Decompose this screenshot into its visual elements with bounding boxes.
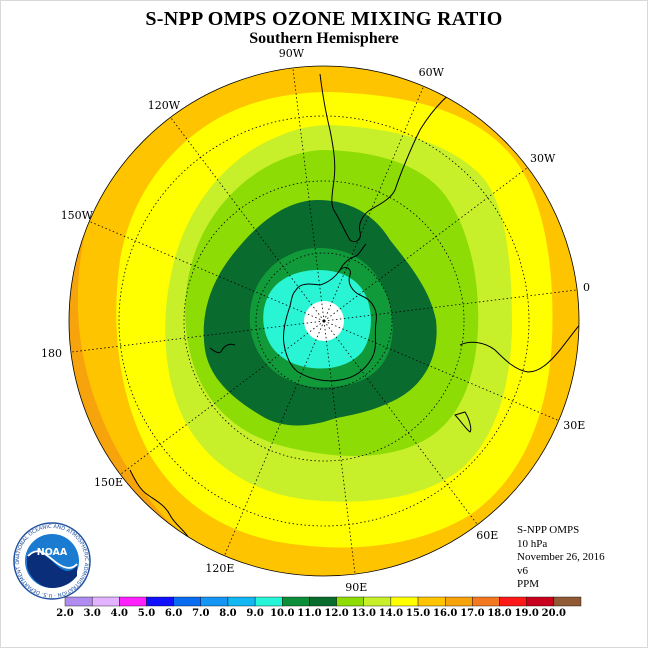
antarctica-coastline — [283, 267, 377, 382]
meridian-60e — [323, 320, 478, 525]
legend-tick-label: 3.0 — [83, 608, 100, 619]
map-subtitle: Southern Hemisphere — [249, 30, 399, 47]
meridian-90e — [323, 320, 356, 575]
longitude-label-180: 180 — [41, 346, 63, 360]
meridian-30e — [323, 320, 559, 422]
legend-swatch — [282, 596, 310, 607]
info-units: PPM — [517, 578, 540, 591]
antarctic-peninsula — [339, 243, 367, 271]
legend-swatch — [173, 596, 201, 607]
legend-swatch — [390, 596, 419, 607]
info-version: v6 — [517, 564, 528, 577]
legend-swatch — [526, 596, 555, 607]
longitude-label-90e: 90E — [345, 580, 368, 594]
latitude-circles — [118, 115, 530, 527]
legend-tick-label: 13.0 — [352, 608, 376, 619]
meridian-120e — [223, 320, 325, 556]
longitude-label-0: 0 — [582, 281, 590, 295]
meridian-120w — [170, 117, 325, 322]
meridian-60w — [323, 86, 425, 322]
legend-swatch — [499, 596, 527, 607]
map-title: S-NPP OMPS OZONE MIXING RATIO — [145, 8, 503, 30]
legend-swatch — [553, 596, 582, 607]
legend-tick-label: 15.0 — [406, 608, 430, 619]
logo-text: NOAA — [37, 547, 68, 558]
legend-tick-label: 10.0 — [270, 608, 294, 619]
meridian-0 — [323, 289, 578, 322]
legend-swatch — [309, 596, 337, 607]
africa-coastline — [459, 321, 579, 373]
legend-tick-label: 14.0 — [379, 608, 403, 619]
legend-swatch — [91, 596, 120, 607]
legend-swatch — [363, 596, 392, 607]
legend-swatch — [227, 596, 256, 607]
legend-tick-label: 9.0 — [246, 608, 263, 619]
longitude-label-30e: 30E — [563, 419, 586, 433]
legend-tick-label: 12.0 — [324, 608, 348, 619]
info-pressure-level: 10 hPa — [517, 537, 548, 550]
longitude-label-60w: 60W — [418, 66, 444, 80]
longitude-label-120e: 120E — [205, 561, 235, 575]
legend-swatch — [417, 596, 446, 607]
info-date: November 26, 2016 — [517, 551, 605, 564]
longitude-label-150e: 150E — [93, 475, 123, 489]
legend-tick-label: 17.0 — [460, 608, 484, 619]
meridian-150w — [89, 220, 325, 322]
madagascar-coastline — [454, 411, 472, 433]
legend-tick-label: 5.0 — [138, 608, 155, 619]
meridian-180 — [70, 320, 325, 353]
legend-tick-label: 7.0 — [192, 608, 209, 619]
legend-tick-label: 19.0 — [515, 608, 539, 619]
legend-tick-label: 16.0 — [433, 608, 457, 619]
legend-swatch — [64, 596, 93, 607]
longitude-label-120w: 120W — [147, 99, 181, 113]
latitude-circle-80s — [255, 252, 393, 390]
noaa-logo: NATIONAL OCEANIC AND ATMOSPHERIC ADMINIS… — [13, 522, 91, 600]
meridian-150e — [120, 320, 325, 475]
longitude-label-60e: 60E — [476, 528, 499, 542]
new-zealand-coastline — [209, 343, 236, 354]
legend-swatch — [445, 596, 473, 607]
legend-tick-label: 11.0 — [297, 608, 321, 619]
longitude-label-150w: 150W — [60, 208, 93, 222]
longitude-label-90w: 90W — [278, 47, 305, 60]
info-satellite: S-NPP OMPS — [517, 524, 580, 536]
legend-swatch — [336, 596, 364, 607]
legend-tick-label: 20.0 — [542, 608, 566, 619]
legend-swatch — [146, 596, 174, 607]
legend-swatch — [119, 596, 147, 607]
legend-tick-label: 18.0 — [487, 608, 511, 619]
legend-tick-label: 4.0 — [111, 608, 128, 619]
legend-swatch — [472, 596, 500, 607]
logo-gull — [27, 550, 78, 569]
legend-tick-label: 8.0 — [219, 608, 236, 619]
legend-tick-label: 2.0 — [56, 608, 73, 619]
info-block: S-NPP OMPS 10 hPa November 26, 2016 v6 P… — [517, 524, 605, 592]
legend-swatch — [200, 596, 229, 607]
longitude-label-30w: 30W — [530, 152, 556, 166]
legend-swatch — [254, 596, 283, 607]
legend-tick-label: 6.0 — [165, 608, 182, 619]
latitude-circle-60s — [183, 180, 465, 462]
logo-water — [27, 551, 77, 588]
map-border — [68, 65, 580, 577]
latitude-circle-40s — [118, 115, 530, 527]
meridian-90w — [292, 67, 325, 322]
meridian-30w — [323, 167, 528, 322]
meridians — [70, 67, 578, 575]
